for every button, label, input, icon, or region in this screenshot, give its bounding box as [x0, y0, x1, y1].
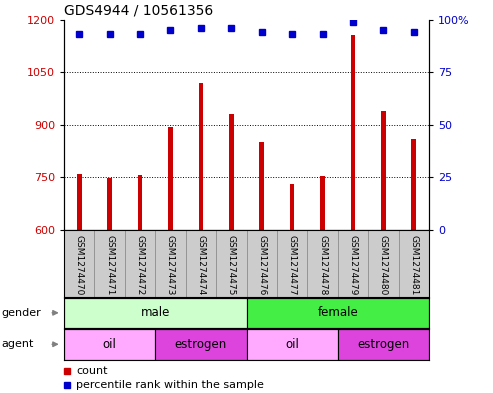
- Bar: [412, 140, 416, 230]
- Text: estrogen: estrogen: [357, 338, 409, 351]
- Text: oil: oil: [103, 338, 117, 351]
- Text: GSM1274472: GSM1274472: [136, 235, 144, 296]
- Text: count: count: [76, 366, 108, 376]
- Bar: [229, 114, 234, 230]
- Bar: [155, 329, 246, 360]
- Text: estrogen: estrogen: [175, 338, 227, 351]
- Bar: [351, 35, 355, 230]
- Bar: [64, 230, 95, 297]
- Bar: [64, 298, 246, 328]
- Text: male: male: [141, 306, 170, 320]
- Text: GDS4944 / 10561356: GDS4944 / 10561356: [64, 3, 213, 17]
- Bar: [125, 230, 155, 297]
- Bar: [155, 230, 186, 297]
- Text: GSM1274470: GSM1274470: [75, 235, 84, 296]
- Bar: [199, 83, 203, 230]
- Bar: [138, 175, 142, 230]
- Bar: [338, 230, 368, 297]
- Bar: [290, 184, 294, 230]
- Bar: [277, 230, 307, 297]
- Text: GSM1274474: GSM1274474: [196, 235, 206, 296]
- Bar: [338, 329, 429, 360]
- Bar: [398, 230, 429, 297]
- Bar: [320, 176, 325, 230]
- Bar: [368, 230, 398, 297]
- Bar: [307, 230, 338, 297]
- Bar: [246, 298, 429, 328]
- Text: GSM1274477: GSM1274477: [287, 235, 297, 296]
- Bar: [216, 230, 246, 297]
- Bar: [246, 329, 338, 360]
- Bar: [246, 230, 277, 297]
- Text: female: female: [317, 306, 358, 320]
- Text: GSM1274478: GSM1274478: [318, 235, 327, 296]
- Bar: [107, 178, 112, 230]
- Bar: [259, 142, 264, 230]
- Text: GSM1274480: GSM1274480: [379, 235, 388, 296]
- Text: GSM1274479: GSM1274479: [349, 235, 357, 296]
- Bar: [168, 127, 173, 230]
- Text: gender: gender: [1, 308, 41, 318]
- Text: oil: oil: [285, 338, 299, 351]
- Text: GSM1274473: GSM1274473: [166, 235, 175, 296]
- Bar: [186, 230, 216, 297]
- Text: agent: agent: [1, 339, 34, 349]
- Bar: [64, 329, 155, 360]
- Text: GSM1274476: GSM1274476: [257, 235, 266, 296]
- Text: GSM1274475: GSM1274475: [227, 235, 236, 296]
- Bar: [77, 174, 81, 230]
- Text: GSM1274471: GSM1274471: [105, 235, 114, 296]
- Text: GSM1274481: GSM1274481: [409, 235, 418, 296]
- Text: percentile rank within the sample: percentile rank within the sample: [76, 380, 264, 390]
- Bar: [95, 230, 125, 297]
- Bar: [381, 111, 386, 230]
